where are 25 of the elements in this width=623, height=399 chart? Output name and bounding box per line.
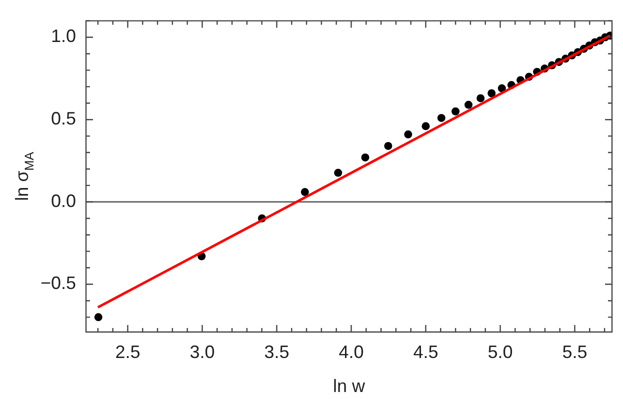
- x-tick-label: 5.5: [562, 342, 588, 362]
- y-axis-title: ln σMA: [12, 151, 36, 201]
- point: [94, 313, 102, 322]
- point: [437, 114, 446, 122]
- point: [422, 122, 430, 130]
- point: [464, 100, 473, 109]
- point: [361, 153, 370, 162]
- point: [476, 94, 485, 102]
- point: [300, 188, 309, 196]
- y-tick-label: 0.5: [50, 108, 76, 129]
- point: [404, 130, 412, 138]
- point: [334, 168, 342, 177]
- x-tick-label: 5.0: [488, 342, 513, 362]
- y-tick-label: −0.5: [40, 273, 76, 294]
- x-tick-label: 3.5: [264, 342, 290, 362]
- point: [384, 142, 392, 150]
- x-tick-label: 4.5: [413, 342, 438, 362]
- point: [488, 89, 496, 98]
- x-axis-title: ln w: [332, 376, 366, 396]
- x-tick-label: 2.5: [115, 342, 140, 362]
- x-tick-label: 3.0: [190, 342, 215, 362]
- x-tick-label: 4.0: [338, 342, 364, 362]
- y-tick-label: 1.0: [50, 26, 76, 46]
- y-tick-label: 0.0: [50, 190, 76, 211]
- point: [452, 107, 460, 116]
